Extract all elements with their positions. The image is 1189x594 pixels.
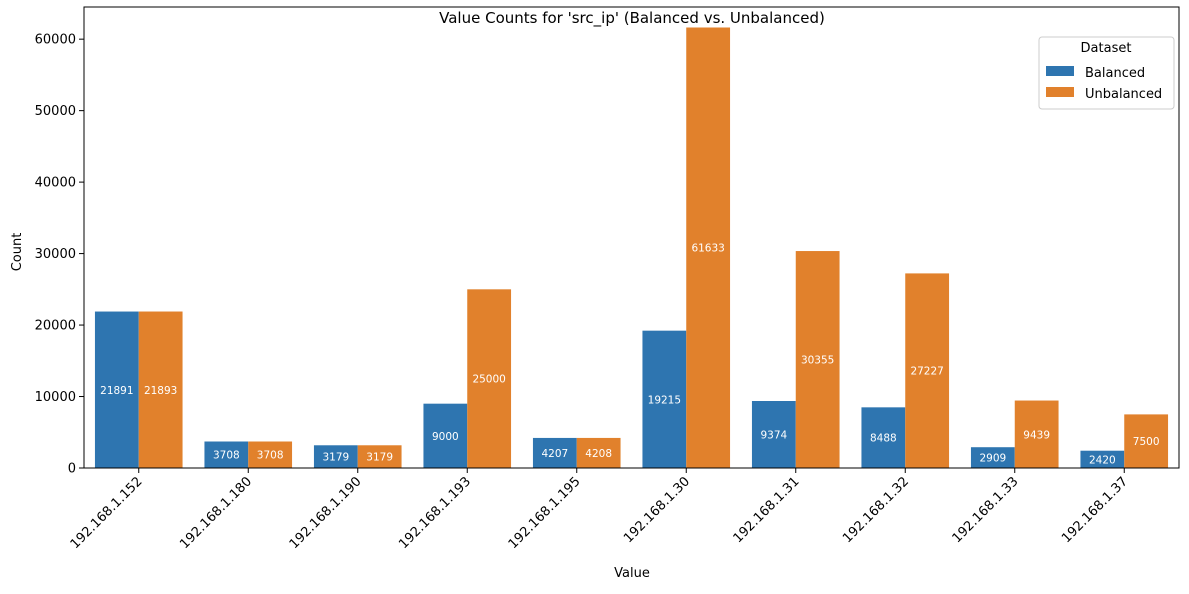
bars-group bbox=[94, 27, 1169, 468]
bar-unbalanced-3 bbox=[467, 289, 512, 468]
x-tick-label-7: 192.168.1.32 bbox=[840, 474, 912, 546]
y-tick-label-0: 0 bbox=[68, 462, 76, 477]
plot-frame bbox=[83, 6, 1180, 469]
legend-title: Dataset bbox=[1081, 41, 1132, 56]
bar-balanced-0 bbox=[94, 311, 139, 468]
bar-unbalanced-2 bbox=[357, 445, 402, 468]
bar-label-balanced-8: 2909 bbox=[979, 453, 1006, 465]
legend-label-unbalanced: Unbalanced bbox=[1085, 87, 1162, 102]
y-axis-label: Count bbox=[10, 233, 25, 272]
bar-balanced-9 bbox=[1080, 450, 1125, 468]
x-axis-label: Value bbox=[614, 566, 650, 581]
bar-label-unbalanced-7: 27227 bbox=[910, 366, 943, 378]
x-axis: 192.168.1.152 192.168.1.180 192.168.1.190 1… bbox=[68, 468, 1131, 552]
bar-label-balanced-7: 8488 bbox=[870, 433, 897, 445]
bar-unbalanced-9 bbox=[1124, 414, 1169, 468]
bar-label-balanced-9: 2420 bbox=[1089, 454, 1116, 466]
bar-balanced-2 bbox=[313, 445, 358, 468]
bar-label-unbalanced-9: 7500 bbox=[1133, 436, 1160, 448]
bar-label-unbalanced-4: 4208 bbox=[585, 448, 612, 460]
x-tick-label-2: 192.168.1.190 bbox=[287, 474, 365, 552]
bar-balanced-3 bbox=[423, 403, 468, 468]
y-tick-label-1: 10000 bbox=[35, 390, 76, 405]
bar-unbalanced-0 bbox=[138, 311, 183, 468]
bar-label-balanced-4: 4207 bbox=[541, 448, 568, 460]
bar-labels-group: 21891 3708 3179 9000 4207 19215 9374 8488 2909 24… bbox=[100, 243, 1159, 467]
y-tick-label-5: 50000 bbox=[35, 104, 76, 119]
bar-label-unbalanced-3: 25000 bbox=[472, 374, 505, 386]
bar-balanced-1 bbox=[204, 441, 249, 468]
bar-balanced-4 bbox=[532, 437, 577, 468]
chart-title: Value Counts for 'src_ip' (Balanced vs. … bbox=[439, 9, 825, 28]
bar-unbalanced-8 bbox=[1014, 400, 1059, 468]
y-axis: 0 10000 20000 30000 40000 50000 60000 bbox=[35, 33, 84, 477]
bar-label-balanced-5: 19215 bbox=[648, 394, 681, 406]
bar-balanced-5 bbox=[642, 330, 687, 468]
x-tick-label-9: 192.168.1.37 bbox=[1059, 474, 1131, 546]
bar-balanced-8 bbox=[970, 447, 1015, 468]
bar-label-balanced-6: 9374 bbox=[760, 430, 787, 442]
x-tick-label-5: 192.168.1.30 bbox=[621, 474, 693, 546]
bar-unbalanced-4 bbox=[576, 437, 621, 468]
bar-label-unbalanced-8: 9439 bbox=[1023, 429, 1050, 441]
legend: Dataset Balanced Unbalanced bbox=[1038, 36, 1175, 110]
bar-label-balanced-2: 3179 bbox=[322, 452, 349, 464]
bar-label-balanced-3: 9000 bbox=[432, 431, 459, 443]
x-tick-label-0: 192.168.1.152 bbox=[68, 474, 146, 552]
x-tick-label-6: 192.168.1.31 bbox=[731, 474, 803, 546]
legend-label-balanced: Balanced bbox=[1085, 66, 1145, 81]
y-tick-label-3: 30000 bbox=[35, 247, 76, 262]
bar-label-unbalanced-6: 30355 bbox=[801, 355, 834, 367]
y-tick-label-6: 60000 bbox=[35, 33, 76, 48]
x-tick-label-8: 192.168.1.33 bbox=[950, 474, 1022, 546]
bar-unbalanced-7 bbox=[905, 273, 950, 468]
y-tick-label-2: 20000 bbox=[35, 319, 76, 334]
bar-label-balanced-1: 3708 bbox=[213, 450, 240, 462]
bar-label-unbalanced-5: 61633 bbox=[691, 243, 724, 255]
x-tick-label-3: 192.168.1.193 bbox=[396, 474, 474, 552]
y-tick-label-4: 40000 bbox=[35, 176, 76, 191]
bar-label-unbalanced-0: 21893 bbox=[144, 385, 177, 397]
legend-swatch-balanced bbox=[1046, 66, 1074, 76]
legend-swatch-unbalanced bbox=[1046, 87, 1074, 97]
bar-label-unbalanced-2: 3179 bbox=[366, 452, 393, 464]
x-tick-label-4: 192.168.1.195 bbox=[506, 474, 584, 552]
bar-label-unbalanced-1: 3708 bbox=[257, 450, 284, 462]
x-tick-label-1: 192.168.1.180 bbox=[177, 474, 255, 552]
bar-unbalanced-5 bbox=[686, 27, 731, 468]
bar-balanced-6 bbox=[751, 401, 796, 468]
bar-label-balanced-0: 21891 bbox=[100, 385, 133, 397]
bar-balanced-7 bbox=[861, 407, 906, 468]
bar-unbalanced-1 bbox=[248, 441, 293, 468]
bar-unbalanced-6 bbox=[795, 251, 840, 468]
